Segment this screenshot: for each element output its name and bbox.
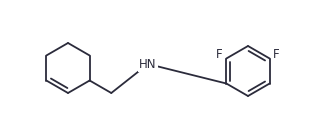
Text: F: F xyxy=(273,48,280,61)
Text: F: F xyxy=(216,48,223,61)
Text: HN: HN xyxy=(139,58,157,70)
